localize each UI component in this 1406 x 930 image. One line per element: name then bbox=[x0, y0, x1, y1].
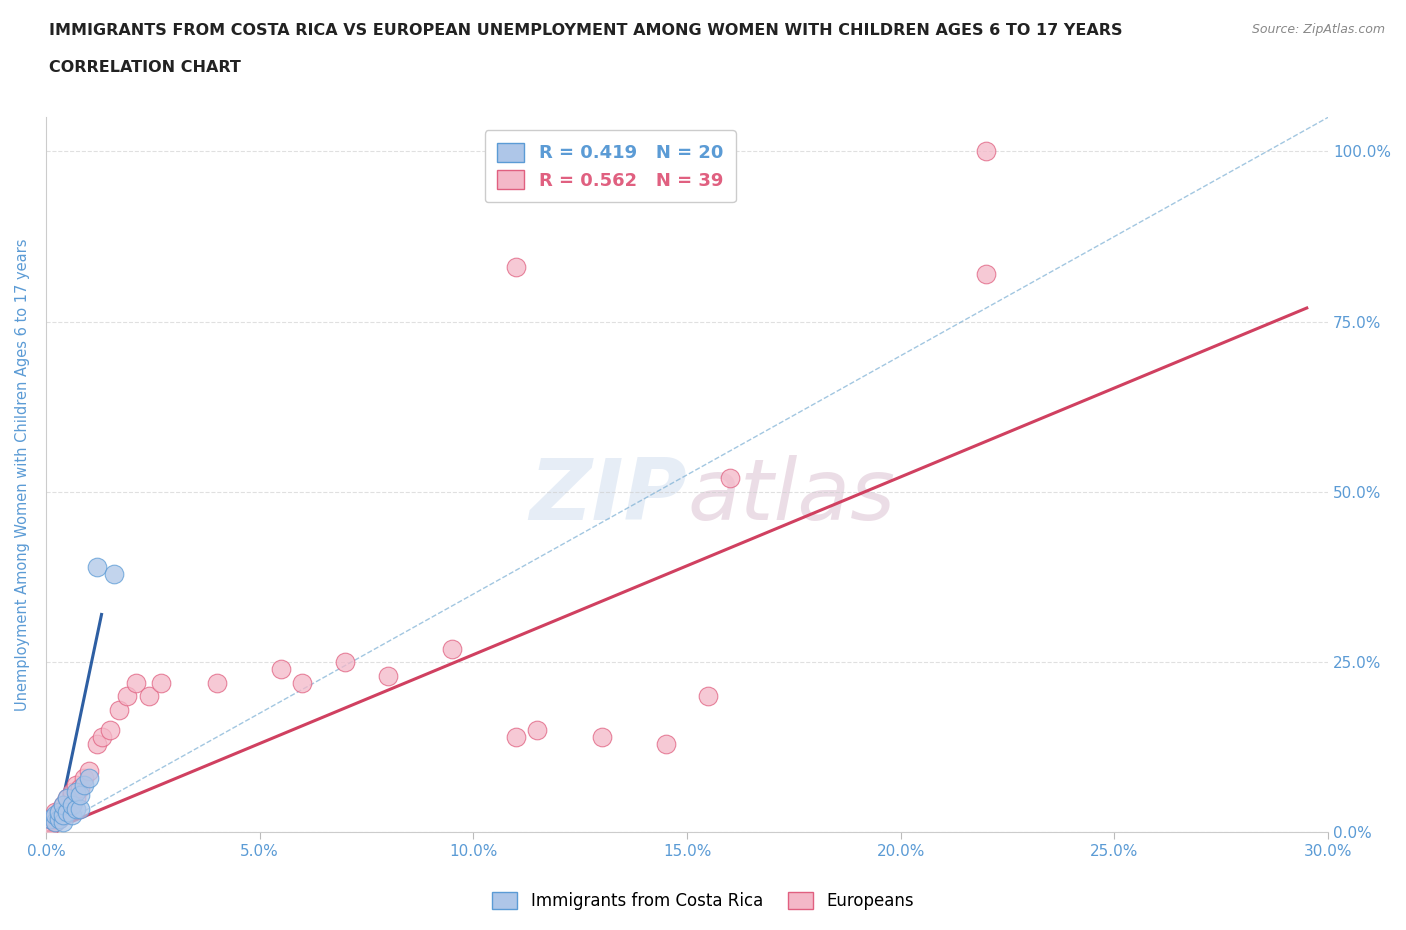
Point bbox=[69, 780, 91, 795]
Text: CORRELATION CHART: CORRELATION CHART bbox=[49, 60, 240, 75]
Point bbox=[60, 798, 83, 813]
Point bbox=[125, 675, 148, 690]
Point bbox=[505, 259, 527, 274]
Point bbox=[39, 811, 62, 826]
Point bbox=[974, 144, 997, 159]
Point bbox=[52, 815, 75, 830]
Point bbox=[377, 669, 399, 684]
Text: Source: ZipAtlas.com: Source: ZipAtlas.com bbox=[1251, 23, 1385, 36]
Point bbox=[60, 798, 83, 813]
Point bbox=[138, 689, 160, 704]
Legend: R = 0.419   N = 20, R = 0.562   N = 39: R = 0.419 N = 20, R = 0.562 N = 39 bbox=[485, 130, 735, 202]
Point bbox=[56, 790, 79, 805]
Point bbox=[39, 818, 62, 833]
Point bbox=[44, 815, 66, 830]
Text: IMMIGRANTS FROM COSTA RICA VS EUROPEAN UNEMPLOYMENT AMONG WOMEN WITH CHILDREN AG: IMMIGRANTS FROM COSTA RICA VS EUROPEAN U… bbox=[49, 23, 1123, 38]
Point bbox=[77, 770, 100, 785]
Point bbox=[39, 811, 62, 826]
Point bbox=[974, 267, 997, 282]
Point bbox=[48, 811, 70, 826]
Point bbox=[718, 471, 741, 485]
Point bbox=[440, 641, 463, 656]
Point bbox=[44, 815, 66, 830]
Point bbox=[115, 689, 138, 704]
Point bbox=[697, 689, 720, 704]
Point bbox=[44, 808, 66, 823]
Point bbox=[69, 788, 91, 803]
Point bbox=[65, 777, 87, 792]
Point bbox=[52, 798, 75, 813]
Point bbox=[52, 808, 75, 823]
Point bbox=[52, 798, 75, 813]
Point bbox=[107, 702, 129, 717]
Point bbox=[86, 737, 108, 751]
Point bbox=[60, 808, 83, 823]
Point bbox=[48, 804, 70, 819]
Point bbox=[65, 801, 87, 816]
Point bbox=[56, 804, 79, 819]
Point bbox=[150, 675, 173, 690]
Point bbox=[65, 784, 87, 799]
Point bbox=[77, 764, 100, 778]
Point bbox=[505, 730, 527, 745]
Point bbox=[591, 730, 613, 745]
Point bbox=[69, 801, 91, 816]
Point bbox=[654, 737, 676, 751]
Point bbox=[526, 723, 548, 737]
Point bbox=[291, 675, 314, 690]
Point bbox=[56, 804, 79, 819]
Point bbox=[48, 804, 70, 819]
Point bbox=[270, 661, 292, 676]
Point bbox=[73, 770, 96, 785]
Point bbox=[56, 790, 79, 805]
Point bbox=[60, 784, 83, 799]
Point bbox=[52, 808, 75, 823]
Point bbox=[103, 566, 125, 581]
Point bbox=[98, 723, 121, 737]
Point bbox=[90, 730, 112, 745]
Legend: Immigrants from Costa Rica, Europeans: Immigrants from Costa Rica, Europeans bbox=[485, 885, 921, 917]
Text: ZIP: ZIP bbox=[530, 455, 688, 538]
Y-axis label: Unemployment Among Women with Children Ages 6 to 17 years: Unemployment Among Women with Children A… bbox=[15, 239, 30, 711]
Text: atlas: atlas bbox=[688, 455, 896, 538]
Point bbox=[44, 804, 66, 819]
Point bbox=[48, 811, 70, 826]
Point bbox=[65, 790, 87, 805]
Point bbox=[73, 777, 96, 792]
Point bbox=[333, 655, 356, 670]
Point bbox=[205, 675, 228, 690]
Point bbox=[44, 811, 66, 826]
Point bbox=[86, 559, 108, 574]
